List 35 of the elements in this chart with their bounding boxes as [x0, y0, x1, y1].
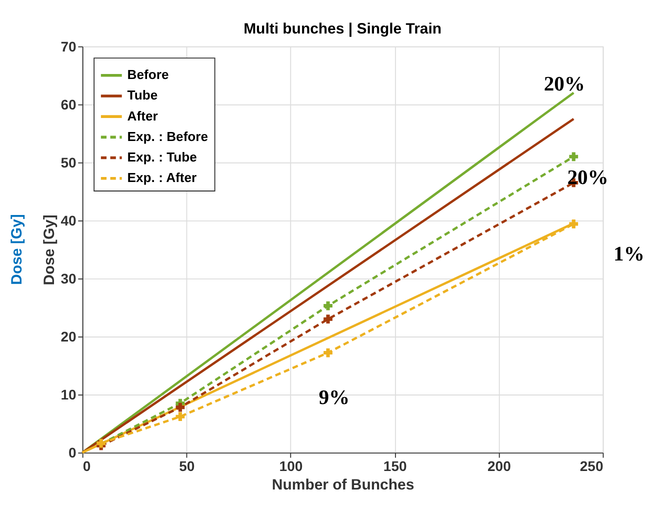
x-tick-label: 0 — [82, 458, 91, 474]
y-tick-label: 50 — [60, 154, 76, 171]
annotation: 20% — [544, 73, 585, 96]
y-axis-title: Dose [Gy] — [41, 214, 58, 286]
x-tick-label: 250 — [580, 458, 604, 474]
x-tick-label: 150 — [383, 458, 407, 474]
y-tick-label: 10 — [60, 386, 76, 403]
annotation: 20% — [567, 166, 608, 189]
y-tick-label: 70 — [60, 38, 76, 55]
text: Dose [Gy] — [8, 214, 26, 285]
point — [324, 348, 332, 358]
legend-label: Tube — [127, 88, 158, 103]
y-tick-label: 40 — [60, 212, 76, 229]
chart-title: Multi bunches | Single Train — [244, 20, 442, 38]
y-tick-label: 60 — [60, 96, 76, 113]
legend-label: After — [127, 108, 158, 124]
x-tick-label: 50 — [179, 458, 195, 474]
legend-label: Exp. : Before — [127, 128, 208, 144]
x-tick-label: 100 — [279, 458, 303, 474]
text: 1% — [614, 244, 644, 266]
legend-label: Exp. : After — [127, 170, 197, 186]
point — [324, 314, 332, 324]
x-axis-title: Number of Bunches — [272, 476, 414, 494]
point — [176, 412, 185, 422]
point — [569, 152, 578, 162]
annotation: 9% — [318, 386, 350, 409]
y-tick-label: 20 — [60, 328, 76, 345]
x-tick-label: 200 — [487, 458, 512, 474]
legend-label: Before — [127, 67, 169, 82]
point — [324, 301, 332, 310]
point — [569, 220, 578, 228]
point — [176, 402, 185, 412]
y-tick-label: 30 — [60, 270, 76, 287]
legend-label: Exp. : Tube — [127, 149, 197, 164]
y-tick-label: 0 — [68, 444, 76, 461]
